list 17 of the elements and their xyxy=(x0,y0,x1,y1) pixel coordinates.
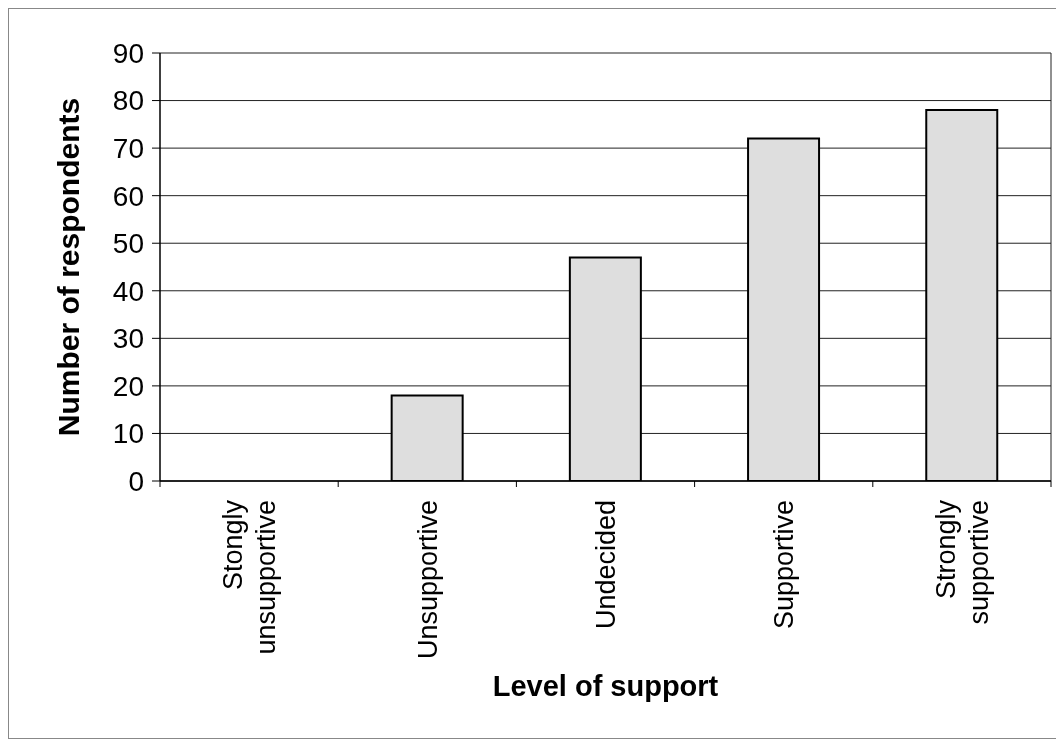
y-tick-label: 0 xyxy=(128,465,144,497)
y-tick-label: 50 xyxy=(112,228,144,260)
y-tick-label: 90 xyxy=(112,37,144,69)
x-tick-label: Unsupportive xyxy=(412,500,443,660)
y-axis-title: Number of respondents xyxy=(51,97,85,437)
y-tick-label: 40 xyxy=(112,275,144,307)
y-tick-label: 60 xyxy=(112,180,144,212)
y-tick-label: 10 xyxy=(112,418,144,450)
x-tick-label: Strongly supportive xyxy=(930,499,994,625)
y-tick-label: 80 xyxy=(112,85,144,117)
x-tick-label: Supportive xyxy=(769,500,800,630)
y-tick-label: 70 xyxy=(112,133,144,165)
y-tick-label: 20 xyxy=(112,370,144,402)
x-tick-label: Undecided xyxy=(590,500,621,630)
y-tick-label: 30 xyxy=(112,323,144,355)
x-axis-title: Level of support xyxy=(492,670,719,702)
x-tick-label: Stongly unsupportive xyxy=(218,499,282,655)
